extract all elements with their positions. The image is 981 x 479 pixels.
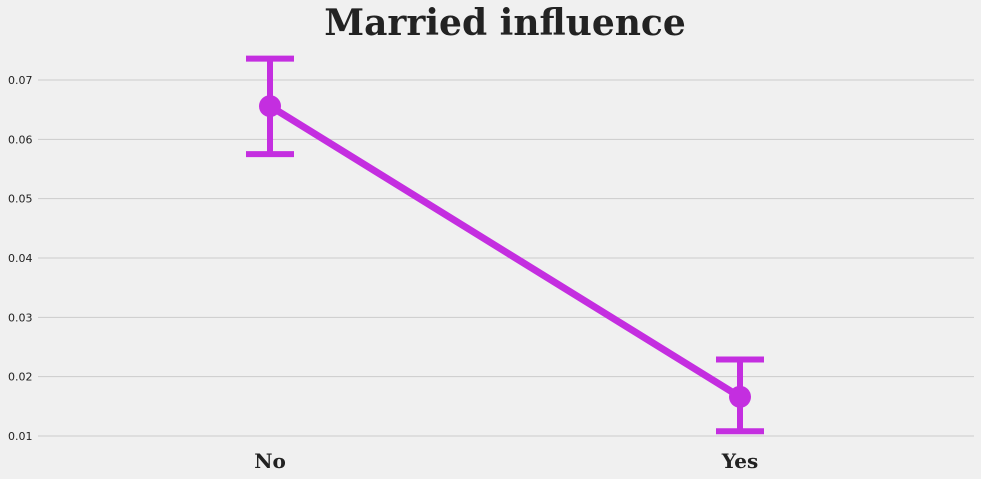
y-tick-label: 0.04: [8, 252, 33, 265]
y-axis-ticks: 0.01 0.02 0.03 0.04 0.05 0.06 0.07: [8, 74, 33, 443]
y-tick-label: 0.03: [8, 311, 33, 324]
series-plot: [246, 55, 764, 435]
y-tick-label: 0.07: [8, 74, 33, 87]
x-axis-ticks: No Yes: [254, 449, 758, 473]
y-tick-label: 0.02: [8, 371, 33, 384]
y-tick-label: 0.06: [8, 133, 33, 146]
series-line: [266, 102, 744, 401]
y-tick-label: 0.05: [8, 193, 33, 206]
grid-lines: [38, 79, 974, 437]
data-point: [259, 95, 281, 118]
x-tick-label: No: [254, 449, 286, 473]
chart-title: Married influence: [324, 2, 686, 44]
y-tick-label: 0.01: [8, 430, 33, 443]
x-tick-label: Yes: [721, 449, 759, 473]
data-point: [729, 385, 751, 408]
